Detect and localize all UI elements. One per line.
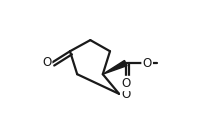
Text: O: O bbox=[42, 56, 51, 69]
Text: O: O bbox=[121, 77, 130, 90]
Polygon shape bbox=[103, 60, 127, 74]
Text: O: O bbox=[143, 57, 152, 70]
Text: O: O bbox=[121, 88, 130, 101]
